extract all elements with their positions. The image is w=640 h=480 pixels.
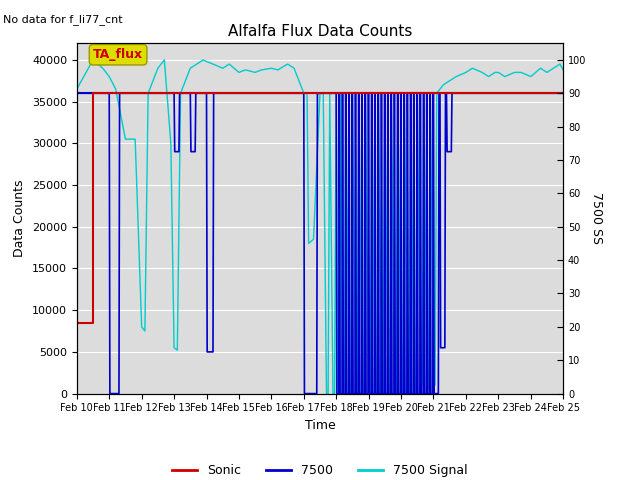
Y-axis label: 7500 SS: 7500 SS bbox=[590, 192, 603, 244]
Title: Alfalfa Flux Data Counts: Alfalfa Flux Data Counts bbox=[228, 24, 412, 39]
Legend: Sonic, 7500, 7500 Signal: Sonic, 7500, 7500 Signal bbox=[167, 459, 473, 480]
Text: No data for f_li77_cnt: No data for f_li77_cnt bbox=[3, 14, 123, 25]
X-axis label: Time: Time bbox=[305, 419, 335, 432]
Y-axis label: Data Counts: Data Counts bbox=[13, 180, 26, 257]
Text: TA_flux: TA_flux bbox=[93, 48, 143, 61]
